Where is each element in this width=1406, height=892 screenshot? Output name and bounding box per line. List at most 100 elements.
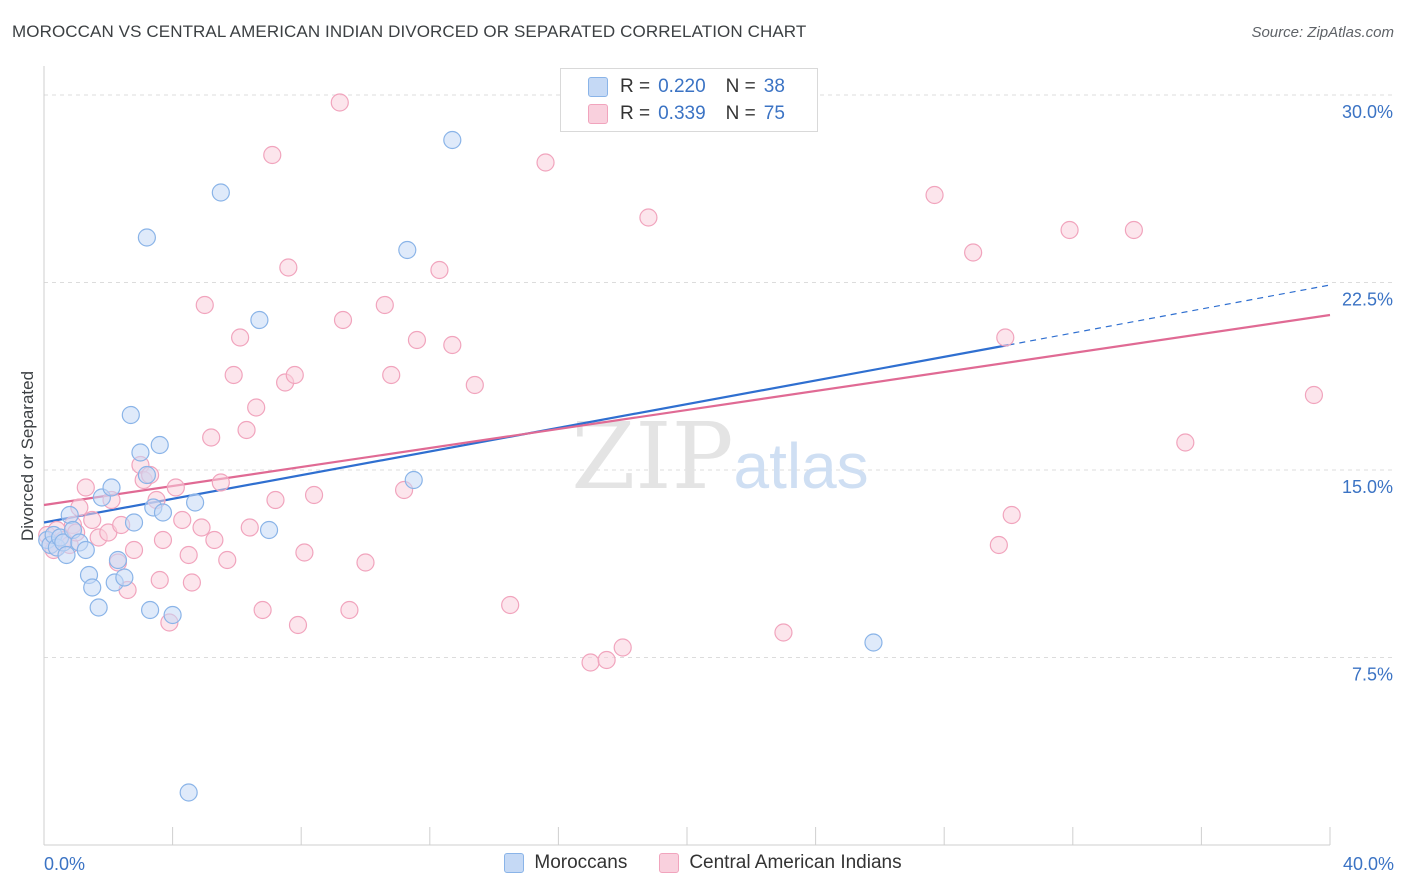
point-central-american-indians	[153, 530, 173, 550]
point-central-american-indians	[173, 510, 192, 530]
point-moroccans	[108, 550, 128, 570]
point-central-american-indians	[1060, 220, 1079, 240]
legend-r-label: R =	[620, 103, 651, 124]
point-central-american-indians	[333, 310, 353, 330]
point-central-american-indians	[266, 490, 285, 510]
point-central-american-indians	[536, 153, 555, 172]
point-central-american-indians	[150, 570, 169, 590]
x-tick-label-max: 40.0%	[1343, 854, 1394, 874]
point-moroccans	[398, 240, 417, 260]
stats-legend: R = 0.220 N = 38 R = 0.339 N = 75	[560, 68, 818, 132]
y-tick-label: 30.0%	[1342, 102, 1393, 122]
watermark: ZIPatlas	[571, 403, 868, 510]
series-swatch-central-american-indians	[659, 853, 680, 873]
point-central-american-indians	[996, 328, 1015, 347]
point-central-american-indians	[465, 375, 484, 395]
x-tick-label-min: 0.0%	[44, 854, 85, 874]
point-central-american-indians	[253, 600, 272, 620]
point-moroccans	[83, 578, 102, 597]
legend-n-label: N =	[725, 103, 756, 124]
point-moroccans	[102, 478, 121, 497]
series-label-moroccans: Moroccans	[534, 852, 628, 873]
legend-r-label: R =	[620, 76, 651, 97]
point-moroccans	[864, 633, 883, 652]
y-tick-label: 15.0%	[1342, 477, 1393, 497]
point-moroccans	[137, 465, 156, 485]
y-tick-label: 22.5%	[1342, 290, 1393, 310]
point-central-american-indians	[964, 243, 983, 262]
point-central-american-indians	[83, 510, 102, 530]
point-central-american-indians	[443, 335, 462, 355]
point-moroccans	[124, 513, 144, 532]
point-moroccans	[211, 183, 230, 202]
point-moroccans	[89, 598, 108, 617]
point-central-american-indians	[1002, 505, 1021, 525]
watermark-zip: ZIP	[571, 403, 733, 510]
point-moroccans	[179, 783, 198, 802]
point-central-american-indians	[182, 573, 201, 592]
y-axis-title: Divorced or Separated	[18, 371, 37, 541]
point-central-american-indians	[166, 478, 185, 497]
point-central-american-indians	[231, 328, 250, 347]
point-moroccans	[60, 505, 79, 525]
point-central-american-indians	[1304, 385, 1324, 405]
point-central-american-indians	[218, 550, 237, 570]
legend-swatch-central-american-indians	[588, 104, 608, 124]
point-central-american-indians	[240, 518, 259, 537]
trend-lines	[43, 284, 1331, 524]
point-moroccans	[137, 228, 156, 247]
legend-n-value: 75	[763, 103, 785, 124]
point-central-american-indians	[195, 295, 214, 315]
point-central-american-indians	[1124, 220, 1143, 240]
y-tick-labels: 7.5% 15.0% 22.5% 30.0%	[1342, 102, 1393, 685]
legend-r-value: 0.339	[658, 103, 706, 124]
point-central-american-indians	[613, 638, 632, 657]
axes	[43, 66, 1331, 846]
point-moroccans	[250, 310, 269, 330]
trend-line-extension-0	[1008, 284, 1331, 346]
point-central-american-indians	[639, 208, 658, 227]
point-central-american-indians	[375, 295, 394, 315]
gridlines	[44, 94, 1394, 658]
point-central-american-indians	[597, 650, 616, 670]
legend-r-value: 0.220	[658, 76, 706, 97]
chart-title: MOROCCAN VS CENTRAL AMERICAN INDIAN DIVO…	[12, 22, 807, 41]
point-central-american-indians	[285, 365, 304, 385]
legend-n-value: 38	[763, 76, 785, 97]
point-central-american-indians	[1176, 433, 1195, 452]
point-central-american-indians	[430, 260, 449, 280]
point-central-american-indians	[205, 530, 224, 550]
point-central-american-indians	[925, 185, 944, 205]
point-central-american-indians	[192, 518, 211, 537]
series-legend-item-moroccans[interactable]: Moroccans	[504, 852, 627, 874]
point-central-american-indians	[211, 473, 230, 492]
legend-row-moroccans: R = 0.220 N = 38	[588, 75, 785, 99]
point-central-american-indians	[279, 258, 298, 277]
point-moroccans	[404, 470, 423, 490]
point-moroccans	[163, 605, 182, 625]
point-central-american-indians	[124, 540, 144, 560]
point-central-american-indians	[501, 595, 520, 615]
series-label-central-american-indians: Central American Indians	[689, 852, 902, 873]
point-central-american-indians	[581, 653, 600, 672]
point-central-american-indians	[356, 553, 375, 572]
data-points	[38, 93, 1324, 802]
point-moroccans	[259, 520, 279, 540]
point-central-american-indians	[202, 428, 221, 447]
point-central-american-indians	[382, 365, 401, 385]
trend-line-1	[43, 313, 1331, 507]
series-legend-item-central-american-indians[interactable]: Central American Indians	[659, 852, 902, 874]
source-label: Source: ZipAtlas.com	[1251, 24, 1394, 41]
point-central-american-indians	[330, 93, 349, 112]
point-central-american-indians	[304, 485, 324, 505]
point-moroccans	[115, 568, 134, 587]
point-central-american-indians	[224, 365, 243, 385]
point-central-american-indians	[407, 330, 427, 350]
point-moroccans	[140, 600, 160, 620]
point-moroccans	[186, 493, 205, 512]
point-central-american-indians	[340, 600, 359, 620]
point-central-american-indians	[76, 478, 95, 497]
point-central-american-indians	[288, 615, 308, 635]
point-central-american-indians	[237, 420, 256, 440]
